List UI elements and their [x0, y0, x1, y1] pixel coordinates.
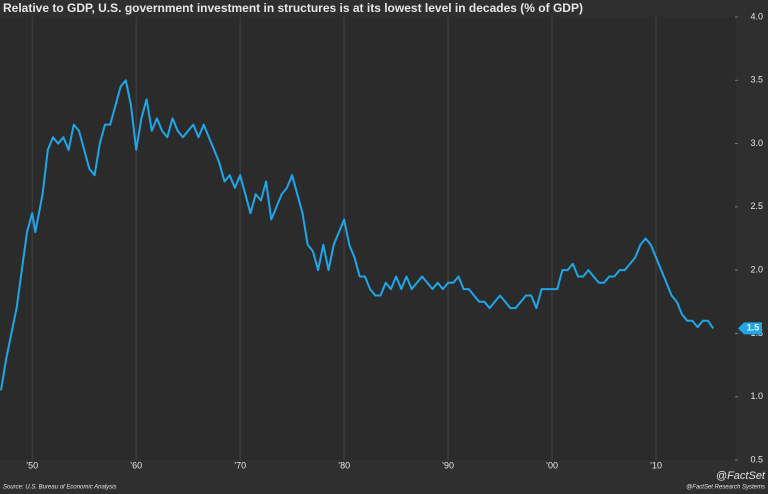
last-value-label: 1.5	[747, 323, 760, 333]
x-tick-label: ’00	[546, 460, 558, 470]
y-tick-label: 2.0	[750, 265, 763, 275]
plot-area	[0, 17, 736, 460]
x-tick-label: ’60	[130, 460, 142, 470]
last-value-tag	[738, 322, 762, 335]
x-tick-label: ’70	[234, 460, 246, 470]
logo: @FactSet	[716, 470, 766, 482]
x-tick-label: ’10	[650, 460, 662, 470]
y-tick-label: 0.5	[750, 454, 763, 464]
y-tick-label: 1.0	[750, 391, 763, 401]
line	[0, 79, 715, 391]
y-tick-label: 4.0	[750, 11, 763, 21]
chart-title: Relative to GDP, U.S. government investm…	[3, 1, 583, 15]
y-tick-label: 3.5	[750, 75, 763, 85]
credit: @FactSet Research Systems	[686, 485, 765, 491]
source: Source: U.S. Bureau of Economic Analysis	[3, 485, 117, 491]
x-tick-label: ’80	[338, 460, 350, 470]
x-tick-label: ’50	[26, 460, 38, 470]
y-tick-label: 2.5	[750, 201, 763, 211]
y-tick-label: 3.0	[750, 138, 763, 148]
x-tick-label: ’90	[442, 460, 454, 470]
